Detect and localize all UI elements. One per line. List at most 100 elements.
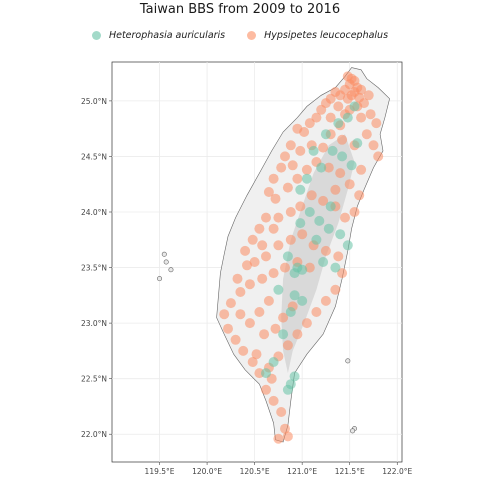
point-hypsipetes bbox=[278, 312, 289, 323]
point-hypsipetes bbox=[337, 134, 348, 145]
point-hypsipetes bbox=[270, 323, 281, 334]
legend-label-heterophasia: Heterophasia auricularis bbox=[108, 30, 226, 41]
point-hypsipetes bbox=[273, 433, 284, 444]
point-hypsipetes bbox=[285, 140, 296, 151]
point-heterophasia bbox=[304, 207, 315, 217]
point-hypsipetes bbox=[301, 318, 312, 329]
point-heterophasia bbox=[316, 162, 327, 173]
point-hypsipetes bbox=[361, 129, 372, 140]
point-hypsipetes bbox=[223, 323, 233, 334]
point-hypsipetes bbox=[333, 251, 344, 262]
point-hypsipetes bbox=[268, 268, 279, 279]
y-tick-label: 24.0°N bbox=[81, 208, 107, 217]
point-hypsipetes bbox=[219, 309, 230, 320]
point-hypsipetes bbox=[304, 118, 315, 129]
point-heterophasia bbox=[323, 223, 334, 234]
point-heterophasia bbox=[346, 160, 357, 171]
point-hypsipetes bbox=[354, 190, 365, 201]
point-heterophasia bbox=[278, 329, 289, 340]
point-hypsipetes bbox=[257, 240, 268, 251]
point-hypsipetes bbox=[368, 140, 379, 151]
point-heterophasia bbox=[335, 229, 346, 240]
point-hypsipetes bbox=[273, 240, 284, 251]
point-hypsipetes bbox=[230, 334, 241, 345]
point-hypsipetes bbox=[306, 190, 317, 201]
point-heterophasia bbox=[268, 357, 279, 367]
x-tick-label: 119.5°E bbox=[145, 467, 175, 476]
point-hypsipetes bbox=[337, 268, 348, 279]
point-hypsipetes bbox=[295, 145, 306, 156]
point-hypsipetes bbox=[344, 179, 355, 190]
offshore-island bbox=[345, 358, 351, 364]
point-hypsipetes bbox=[311, 112, 322, 123]
point-heterophasia bbox=[282, 251, 293, 262]
point-hypsipetes bbox=[297, 229, 308, 240]
point-hypsipetes bbox=[268, 173, 279, 184]
point-hypsipetes bbox=[318, 195, 329, 206]
x-tick-label: 120.0°E bbox=[192, 467, 222, 476]
point-hypsipetes bbox=[285, 234, 296, 245]
point-hypsipetes bbox=[333, 101, 344, 112]
point-hypsipetes bbox=[330, 284, 341, 295]
point-hypsipetes bbox=[318, 142, 329, 153]
point-hypsipetes bbox=[356, 84, 367, 95]
point-heterophasia bbox=[337, 151, 348, 162]
offshore-island bbox=[161, 251, 167, 257]
point-heterophasia bbox=[333, 118, 344, 129]
point-hypsipetes bbox=[335, 168, 346, 179]
point-heterophasia bbox=[327, 145, 338, 156]
point-hypsipetes bbox=[292, 329, 303, 340]
point-heterophasia bbox=[295, 184, 306, 195]
point-hypsipetes bbox=[235, 287, 246, 297]
point-heterophasia bbox=[301, 173, 312, 184]
offshore-island bbox=[350, 428, 356, 434]
point-hypsipetes bbox=[261, 212, 271, 223]
point-hypsipetes bbox=[301, 164, 312, 175]
point-hypsipetes bbox=[251, 349, 262, 360]
point-hypsipetes bbox=[365, 109, 376, 120]
y-tick-label: 23.0°N bbox=[81, 319, 107, 328]
point-hypsipetes bbox=[263, 295, 274, 306]
point-hypsipetes bbox=[287, 160, 298, 171]
point-hypsipetes bbox=[340, 212, 350, 223]
point-hypsipetes bbox=[280, 262, 290, 273]
point-hypsipetes bbox=[270, 193, 281, 204]
point-heterophasia bbox=[261, 368, 271, 379]
point-heterophasia bbox=[282, 384, 293, 395]
point-hypsipetes bbox=[292, 123, 303, 134]
point-hypsipetes bbox=[249, 257, 260, 267]
point-hypsipetes bbox=[273, 212, 284, 223]
y-tick-label: 22.5°N bbox=[81, 375, 107, 384]
point-hypsipetes bbox=[268, 223, 279, 234]
x-tick-label: 121.0°E bbox=[287, 467, 317, 476]
point-hypsipetes bbox=[280, 423, 290, 434]
point-heterophasia bbox=[325, 201, 336, 212]
point-hypsipetes bbox=[276, 162, 287, 173]
point-hypsipetes bbox=[304, 262, 315, 273]
offshore-island bbox=[168, 267, 174, 273]
point-hypsipetes bbox=[356, 112, 367, 123]
offshore-island bbox=[157, 276, 163, 282]
point-hypsipetes bbox=[244, 279, 255, 290]
point-heterophasia bbox=[311, 234, 322, 245]
point-heterophasia bbox=[285, 307, 296, 317]
point-heterophasia bbox=[349, 101, 360, 112]
x-tick-label: 122.0°E bbox=[382, 467, 412, 476]
point-hypsipetes bbox=[282, 431, 293, 442]
point-heterophasia bbox=[295, 218, 306, 229]
legend-item-heterophasia: Heterophasia auricularis bbox=[91, 30, 226, 41]
point-hypsipetes bbox=[254, 223, 265, 234]
y-tick-label: 23.5°N bbox=[81, 264, 107, 273]
point-hypsipetes bbox=[242, 260, 252, 271]
point-hypsipetes bbox=[323, 162, 334, 173]
point-heterophasia bbox=[297, 295, 308, 306]
point-hypsipetes bbox=[257, 273, 268, 284]
point-hypsipetes bbox=[316, 104, 327, 115]
point-hypsipetes bbox=[235, 309, 246, 320]
point-hypsipetes bbox=[276, 407, 287, 417]
point-hypsipetes bbox=[261, 251, 271, 262]
point-hypsipetes bbox=[356, 164, 367, 175]
point-hypsipetes bbox=[254, 307, 265, 317]
offshore-island bbox=[163, 259, 169, 265]
